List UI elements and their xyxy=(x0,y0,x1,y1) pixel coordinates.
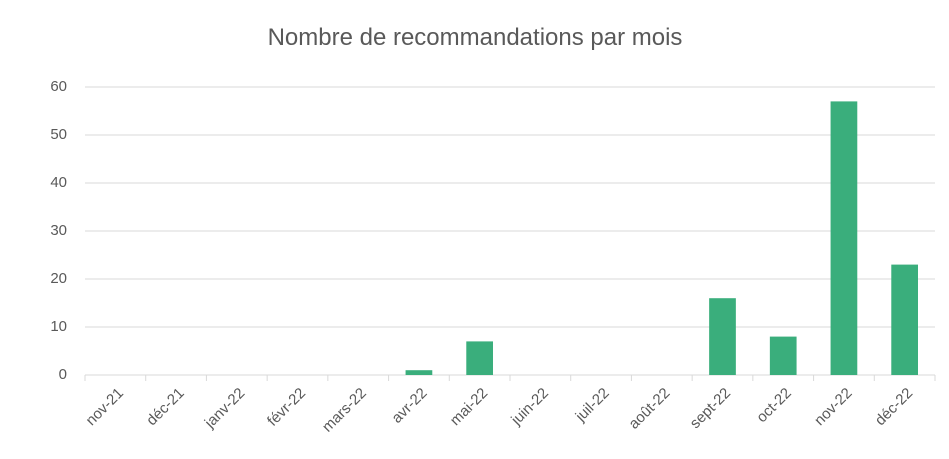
bar xyxy=(769,336,797,375)
x-tick-label: oct-22 xyxy=(753,385,795,427)
x-tick-label: nov-22 xyxy=(811,385,855,429)
x-tick-label: mars-22 xyxy=(319,385,370,436)
x-tick-label: sept-22 xyxy=(687,385,734,432)
bar xyxy=(891,264,918,375)
chart-title: Nombre de recommandations par mois xyxy=(268,24,683,51)
x-tick-label: févr-22 xyxy=(264,385,309,430)
x-tick-label: nov-21 xyxy=(83,385,127,429)
y-tick-label: 50 xyxy=(50,126,67,143)
x-tick-label: déc-21 xyxy=(143,385,187,429)
y-tick-label: 40 xyxy=(50,174,67,191)
bar xyxy=(830,101,858,376)
x-tick-label: janv-22 xyxy=(201,385,249,433)
x-tick-label: déc-22 xyxy=(872,385,916,429)
x-tick-label: août-22 xyxy=(625,385,673,433)
y-tick-label: 0 xyxy=(59,366,67,383)
x-tick-label: avr-22 xyxy=(388,385,430,427)
x-tick-label: juin-22 xyxy=(507,385,552,430)
bar xyxy=(405,370,433,375)
y-tick-label: 60 xyxy=(50,78,67,95)
x-tick-label: mai-22 xyxy=(447,385,491,429)
y-tick-label: 30 xyxy=(50,222,67,239)
bar xyxy=(466,341,493,375)
y-tick-label: 20 xyxy=(50,270,67,287)
bar xyxy=(709,298,736,375)
y-tick-label: 10 xyxy=(50,318,67,335)
x-tick-label: juil-22 xyxy=(572,385,613,426)
